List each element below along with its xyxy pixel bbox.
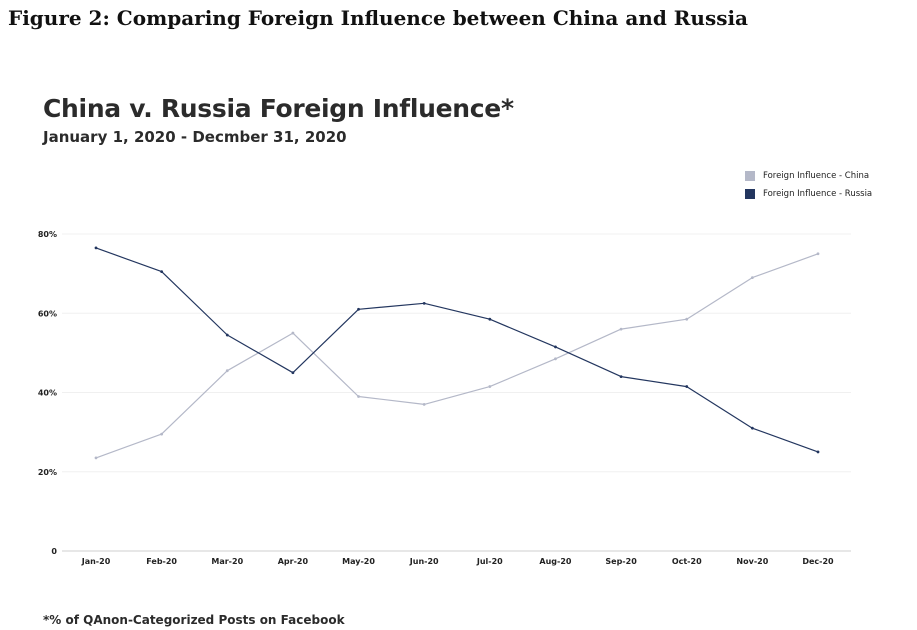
data-point	[554, 357, 557, 361]
legend-swatch-russia	[745, 189, 755, 199]
x-tick-label: Jun-20	[409, 557, 439, 566]
data-point	[422, 402, 426, 406]
x-tick-label: May-20	[342, 557, 375, 566]
x-tick-label: Jul-20	[476, 557, 503, 566]
y-tick-label: 0	[51, 547, 57, 556]
x-tick-label: Dec-20	[802, 557, 834, 566]
footnote: *% of QAnon-Categorized Posts on Faceboo…	[43, 613, 345, 627]
data-point	[422, 301, 426, 305]
y-tick-label: 60%	[38, 309, 57, 318]
x-tick-label: Feb-20	[146, 557, 177, 566]
y-tick-label: 80%	[38, 230, 57, 239]
data-point	[816, 252, 820, 256]
data-point	[619, 327, 623, 331]
legend-label-russia: Foreign Influence - Russia	[763, 189, 873, 199]
legend-item-russia: Foreign Influence - Russia	[745, 185, 872, 203]
data-point	[619, 375, 623, 379]
x-tick-label: Aug-20	[539, 557, 572, 566]
data-point	[160, 270, 164, 274]
data-point	[750, 276, 754, 279]
legend-item-china: Foreign Influence - China	[745, 167, 872, 185]
legend: Foreign Influence - China Foreign Influe…	[745, 167, 872, 203]
y-tick-label: 20%	[38, 468, 57, 477]
x-tick-label: Mar-20	[211, 557, 243, 566]
y-axis-ticks: 0 20% 40% 60% 80%	[38, 230, 58, 556]
x-tick-label: Jan-20	[81, 557, 111, 566]
data-point	[225, 369, 229, 373]
data-point	[488, 317, 492, 321]
data-point	[291, 371, 295, 375]
x-axis-ticks: Jan-20 Feb-20 Mar-20 Apr-20 May-20 Jun-20 Jul-…	[81, 557, 834, 566]
x-tick-label: Apr-20	[278, 557, 309, 566]
data-point	[685, 385, 689, 388]
chart-title: China v. Russia Foreign Influence*	[43, 94, 514, 123]
data-point	[94, 246, 98, 250]
x-tick-label: Oct-20	[672, 557, 702, 566]
series-line-0	[95, 253, 819, 459]
data-point	[816, 450, 820, 454]
x-tick-label: Nov-20	[736, 557, 768, 566]
figure-caption: Figure 2: Comparing Foreign Influence be…	[8, 6, 749, 30]
data-point	[160, 432, 164, 436]
legend-label-china: Foreign Influence - China	[763, 171, 870, 181]
legend-swatch-china	[745, 171, 755, 181]
data-point	[488, 385, 492, 388]
y-tick-label: 40%	[38, 389, 57, 398]
data-point	[554, 345, 557, 349]
data-point	[291, 331, 295, 335]
data-point	[94, 456, 98, 460]
series-line-1	[95, 247, 819, 453]
series-lines	[94, 246, 820, 460]
data-point	[750, 426, 754, 430]
x-tick-label: Sep-20	[605, 557, 637, 566]
data-point	[357, 395, 360, 398]
data-point	[357, 307, 360, 311]
data-point	[685, 317, 689, 321]
data-point	[225, 333, 229, 337]
chart-subtitle: January 1, 2020 - Decmber 31, 2020	[43, 128, 347, 146]
gridlines	[62, 233, 851, 552]
